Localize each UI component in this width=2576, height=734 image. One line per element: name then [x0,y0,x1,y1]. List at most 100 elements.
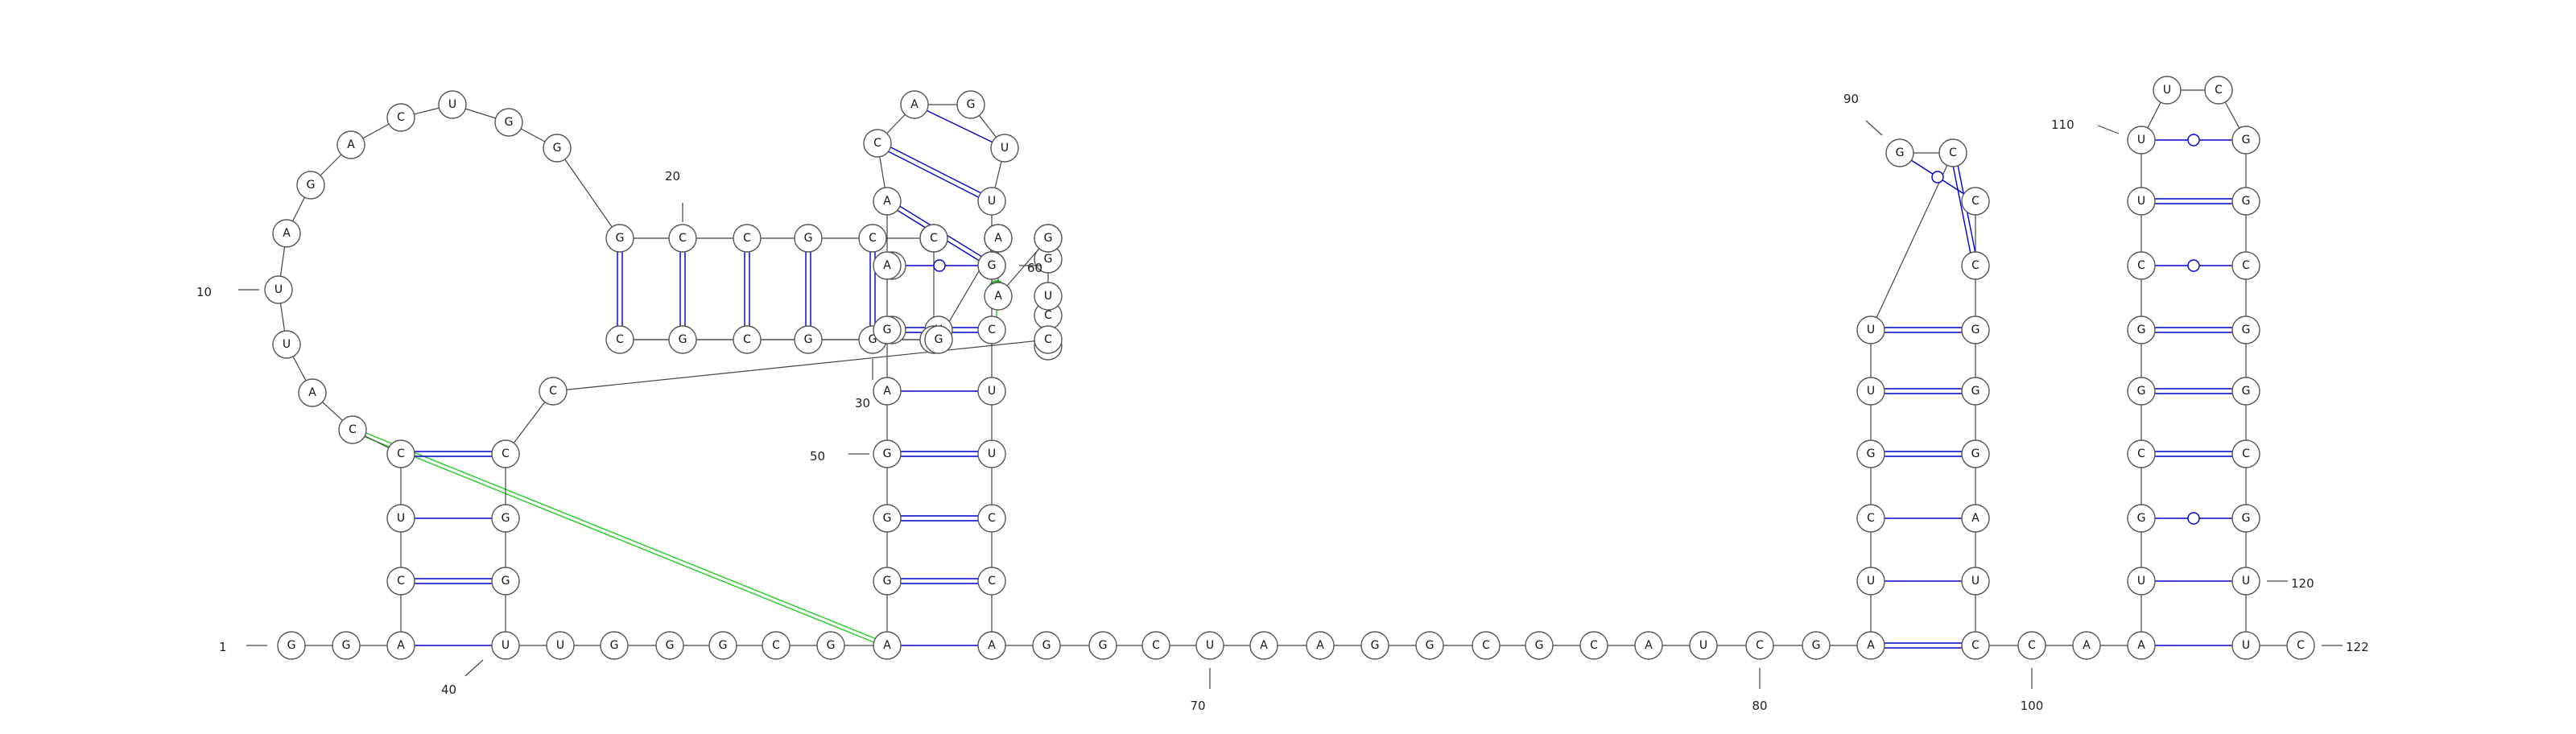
nucleotide: G [956,90,985,119]
nucleotide: G [977,251,1006,280]
nucleotide: C [1938,138,1967,167]
nucleotide: G [1802,631,1831,660]
nucleotide: U [272,330,301,359]
nucleotide-circle [336,130,365,159]
nucleotide-base: U [1206,639,1214,652]
nucleotide-circle [1034,282,1063,311]
nucleotide-circle [386,103,415,132]
nucleotide-base: U [1044,290,1052,303]
nucleotide: G [655,631,684,660]
nucleotide-circle [863,129,892,158]
nucleotide-base: C [1044,333,1052,346]
nucleotide: A [298,378,327,407]
nucleotide-base: U [275,283,283,296]
number-tick [2097,125,2120,134]
nucleotide-base: G [804,333,813,346]
nucleotide: C [386,103,415,132]
nucleotide-base: G [1812,639,1821,652]
nucleotide-base: A [883,195,891,208]
nucleotide: G [873,567,902,596]
nucleotide: G [1961,439,1990,468]
nucleotide-base: C [502,447,510,460]
nucleotide-circle [2231,187,2260,216]
nucleotide-circle [386,439,415,468]
nucleotide-circle [984,224,1013,253]
nucleotide-circle [1885,138,1914,167]
nucleotide-circle [990,134,1019,163]
nucleotide-base: C [2215,84,2223,97]
nucleotide: U [1856,567,1885,596]
nucleotide-circle [873,504,902,533]
nucleotide-circle [1579,631,1608,660]
nucleotide: G [1525,631,1554,660]
nucleotide-base: A [1260,639,1268,652]
nucleotide: G [794,325,823,354]
nucleotide-base: C [2242,259,2250,272]
nucleotide: A [2072,631,2101,660]
position-number-label: 30 [855,396,870,410]
nucleotide-circle [386,631,415,660]
nucleotide: A [873,631,902,660]
nucleotide-circle [2127,315,2156,344]
nucleotide-circle [977,567,1006,596]
nucleotide-base: G [2242,134,2251,146]
nucleotide-circle [668,224,697,253]
nucleotide: C [1141,631,1170,660]
nucleotide: C [668,224,697,253]
nucleotide-circle [491,504,520,533]
nucleotide: G [1032,631,1061,660]
nucleotide: G [794,224,823,253]
nucleotide-base: G [2137,324,2146,336]
nucleotide-circle [873,567,902,596]
nucleotide-circle [977,187,1006,216]
nucleotide-base: C [1971,195,1979,208]
nucleotide-base: G [1867,447,1876,460]
nucleotide: G [491,567,520,596]
nucleotide: U [977,439,1006,468]
nucleotide: C [919,224,948,253]
nucleotide-circle [277,631,306,660]
nucleotide: C [2017,631,2046,660]
nucleotide-base: G [679,333,687,346]
nucleotide-circle [984,282,1013,311]
nucleotide-circle [2286,631,2315,660]
nucleotide-base: U [397,512,405,525]
backbone-segment [556,147,621,239]
nucleotide-base: A [397,639,405,652]
nucleotide-base: G [883,575,892,588]
nucleotide-circle [873,631,902,660]
nucleotide-circle [1961,315,1990,344]
nucleotide-base: C [1971,639,1979,652]
nucleotide-base: U [988,195,996,208]
nucleotide: G [332,631,361,660]
nucleotide-circle [858,224,887,253]
nucleotide-circle [1856,315,1885,344]
nucleotide: G [2127,377,2156,406]
nucleotide-circle [386,504,415,533]
nucleotide: A [1856,631,1885,660]
nucleotide: G [543,134,572,163]
nucleotide-base: G [342,639,351,652]
nucleotide-base: G [883,324,892,336]
nucleotide: U [990,134,1019,163]
nucleotide-circle [873,315,902,344]
nucleotide-base: U [2137,134,2145,146]
nucleotide-circle [2127,251,2156,280]
nucleotide-base: A [347,138,355,151]
nucleotide-base: U [2137,575,2145,588]
nucleotide-circle [794,224,823,253]
nucleotide-circle [1745,631,1774,660]
nucleotide-circle [919,224,948,253]
position-number-label: 40 [441,682,456,697]
nucleotide: G [494,108,523,137]
nucleotide: U [264,275,293,304]
nucleotide: C [1034,325,1063,354]
nucleotide-circle [605,224,634,253]
nucleotide: A [873,187,902,216]
nucleotide-base: C [549,385,557,398]
nucleotide-base: U [1867,324,1875,336]
position-number-label: 110 [2051,118,2074,132]
nucleotide-circle [873,439,902,468]
nucleotide: G [600,631,629,660]
position-number-label: 90 [1843,92,1859,106]
